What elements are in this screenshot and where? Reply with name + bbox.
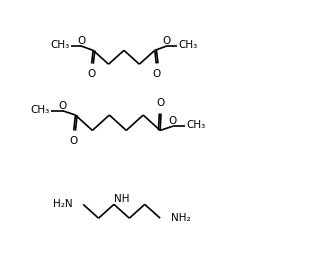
Text: O: O — [152, 69, 160, 79]
Text: O: O — [77, 36, 86, 46]
Text: O: O — [70, 136, 78, 146]
Text: O: O — [87, 69, 96, 79]
Text: CH₃: CH₃ — [186, 120, 205, 131]
Text: O: O — [169, 116, 177, 126]
Text: CH₃: CH₃ — [179, 41, 198, 50]
Text: NH₂: NH₂ — [171, 213, 190, 223]
Text: O: O — [157, 98, 165, 108]
Text: CH₃: CH₃ — [50, 41, 69, 50]
Text: NH: NH — [114, 194, 129, 204]
Text: O: O — [162, 36, 171, 46]
Text: H₂N: H₂N — [53, 199, 72, 209]
Text: O: O — [59, 101, 67, 111]
Text: CH₃: CH₃ — [30, 105, 49, 115]
